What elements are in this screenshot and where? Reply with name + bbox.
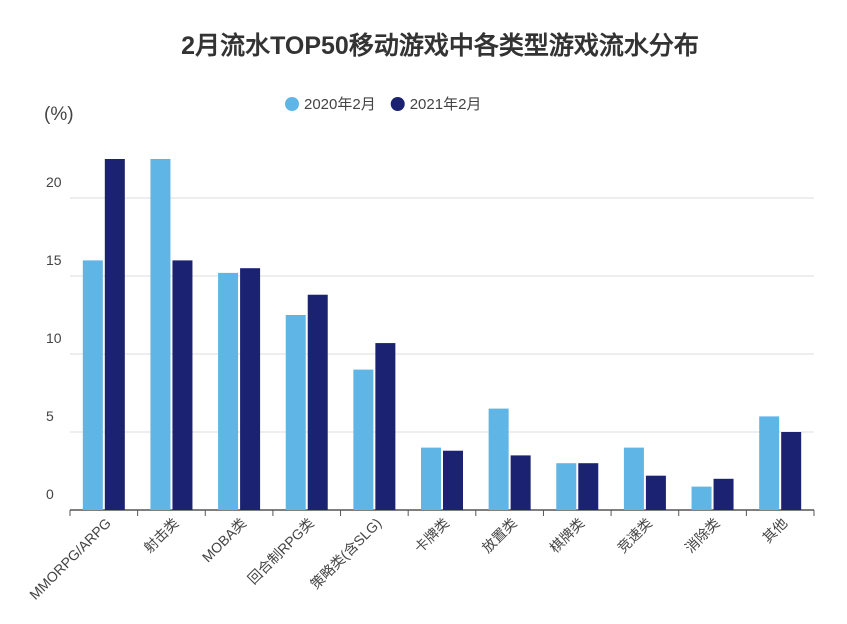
bar	[285, 315, 306, 510]
y-tick-label: 0	[46, 486, 54, 502]
y-tick-label: 10	[46, 330, 62, 346]
bar	[488, 408, 509, 510]
chart-title: 2月流水TOP50移动游戏中各类型游戏流水分布	[181, 31, 699, 60]
bar	[82, 260, 103, 510]
bar	[510, 455, 531, 510]
y-tick-label: 5	[46, 408, 54, 424]
bar	[556, 463, 577, 510]
bar	[691, 486, 712, 510]
bar	[353, 369, 374, 510]
bar	[645, 475, 666, 510]
x-tick-label: 放置类	[479, 515, 520, 556]
legend-label: 2020年2月	[304, 96, 376, 113]
bar	[104, 159, 125, 510]
bar	[421, 447, 441, 510]
x-tick-label: 其他	[759, 515, 790, 546]
legend-label: 2021年2月	[410, 96, 482, 113]
y-axis-label: (%)	[44, 104, 74, 125]
y-tick-label: 15	[46, 252, 62, 268]
bar	[218, 272, 239, 510]
bar	[713, 478, 734, 510]
bar	[307, 294, 328, 510]
bar	[759, 416, 780, 510]
bar	[240, 268, 261, 510]
bar	[623, 447, 644, 510]
x-tick-label: MMORPG/ARPG	[26, 515, 114, 603]
x-tick-label: 棋牌类	[546, 515, 587, 556]
y-tick-label: 20	[46, 174, 62, 190]
x-tick-label: 射击类	[141, 515, 182, 556]
bar	[443, 450, 463, 510]
x-tick-label: 竞速类	[614, 515, 655, 556]
bar	[375, 343, 396, 510]
x-tick-label: 卡牌类	[411, 515, 452, 556]
x-tick-label: MOBA类	[199, 515, 249, 565]
bar	[781, 432, 802, 510]
x-tick-label: 策略类(含SLG)	[307, 515, 384, 592]
x-tick-label: 回合制RPG类	[244, 515, 316, 587]
bar	[172, 260, 193, 510]
bar	[150, 159, 171, 510]
legend-marker	[285, 97, 299, 111]
x-tick-label: 消除类	[682, 515, 723, 556]
legend-marker	[390, 97, 405, 111]
bar	[578, 463, 599, 510]
